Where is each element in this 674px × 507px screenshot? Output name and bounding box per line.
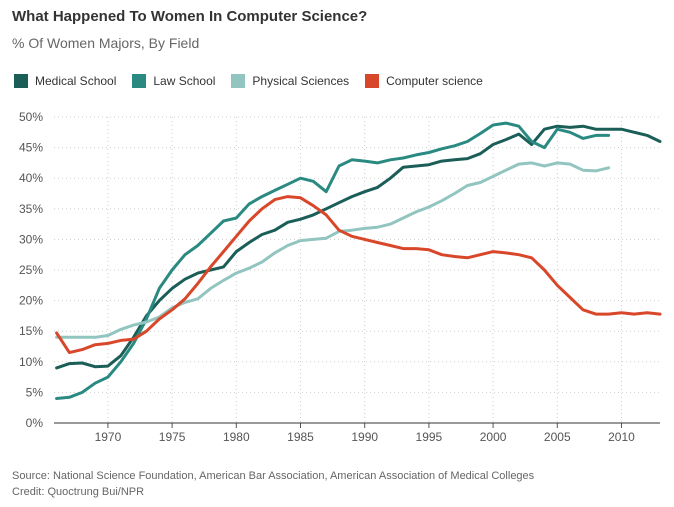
line-chart: 0% 5% 10% 15% 20% 25% 30% 35% 40% 45% 50% 1970 1975 1… [19,110,662,444]
source-note: Source: National Science Foundation, Ame… [12,470,535,482]
series-line-computer-science [55,195,662,355]
x-tick-label: 2000 [480,430,507,444]
legend-swatch-law-school [132,74,147,88]
y-tick-label: 5% [26,385,44,399]
chart-title: What Happened To Women In Computer Scien… [12,8,368,25]
y-tick-label: 15% [19,324,43,338]
series-line-physical-sciences [55,161,611,339]
x-tick-label: 1985 [287,430,314,444]
x-tick-label: 1995 [416,430,443,444]
y-tick-label: 40% [19,171,43,185]
chart-subtitle: % Of Women Majors, By Field [12,35,200,51]
y-tick-label: 0% [26,416,44,430]
y-tick-label: 45% [19,141,43,155]
legend-label-medical-school: Medical School [35,74,117,88]
legend-label-physical-sciences: Physical Sciences [252,74,350,88]
legend-label-law-school: Law School [153,74,216,88]
legend-item-medical-school: Medical School [14,74,116,88]
series-line-law-school [55,121,611,400]
x-tick-label: 1970 [95,430,122,444]
y-tick-label: 35% [19,202,43,216]
y-tick-label: 20% [19,294,43,308]
x-tick-label: 1990 [351,430,378,444]
legend-swatch-physical-sciences [231,74,246,88]
y-tick-label: 25% [19,263,43,277]
legend-label-computer-science: Computer science [386,74,483,88]
y-tick-label: 10% [19,355,43,369]
legend-swatch-computer-science [365,74,380,88]
y-tick-label: 50% [19,110,43,124]
series-line-medical-school [55,124,662,370]
x-tick-label: 2005 [544,430,571,444]
x-tick-label: 2010 [608,430,635,444]
credit-note: Credit: Quoctrung Bui/NPR [12,486,145,498]
x-tick-label: 1980 [223,430,250,444]
x-tick-label: 1975 [159,430,186,444]
legend-item-physical-sciences: Physical Sciences [231,74,349,88]
legend-item-law-school: Law School [132,74,215,88]
legend-item-computer-science: Computer science [365,74,483,88]
legend: Medical School Law School Physical Scien… [14,72,499,90]
legend-swatch-medical-school [14,74,28,88]
y-tick-label: 30% [19,232,43,246]
